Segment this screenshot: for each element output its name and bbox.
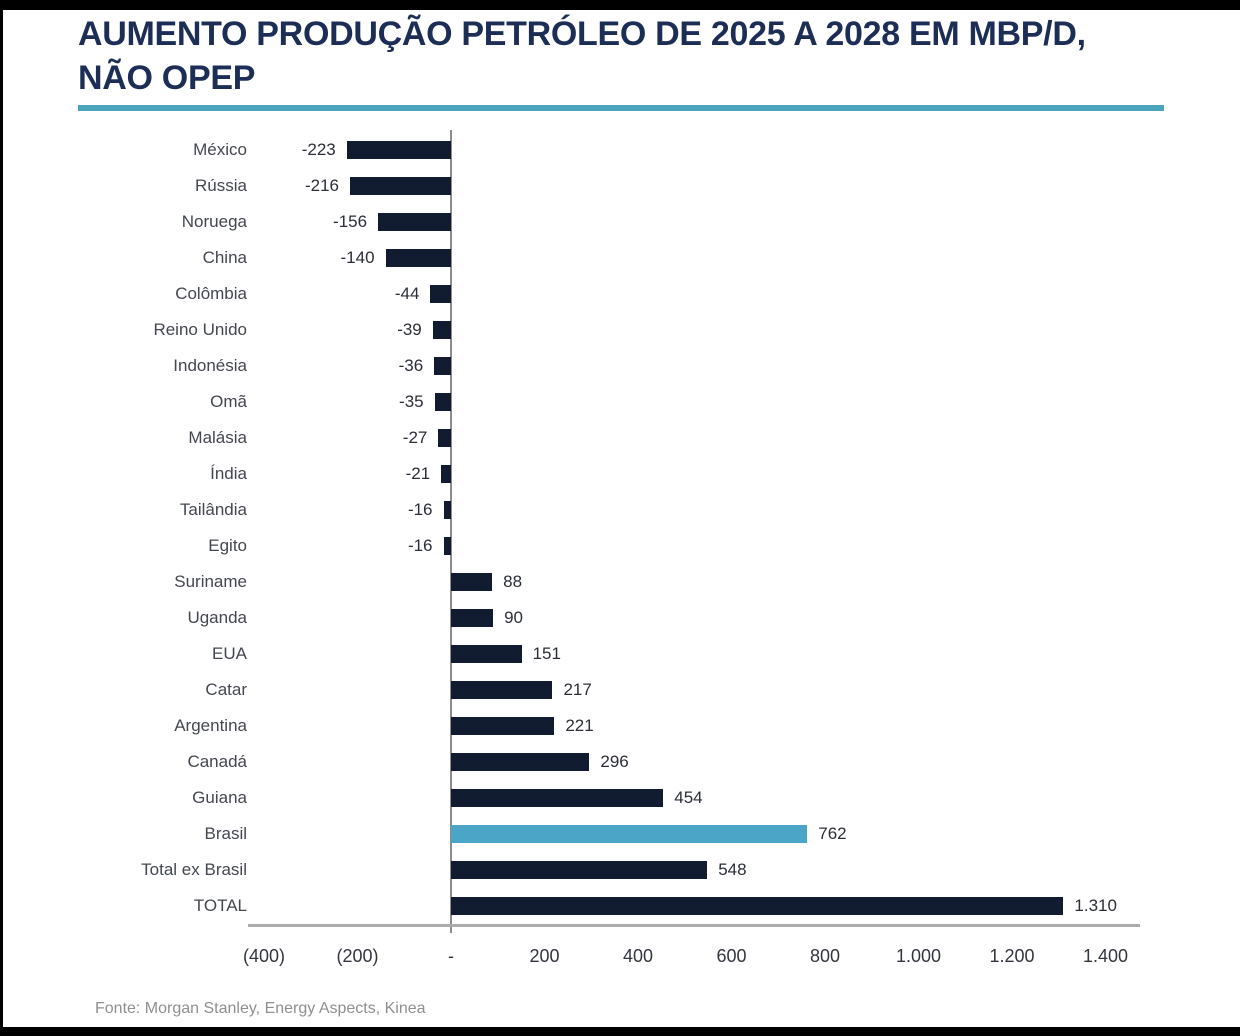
title-underline	[78, 105, 1164, 111]
category-label: Total ex Brasil	[141, 860, 247, 879]
category-label: Brasil	[204, 824, 247, 843]
top-frame-bar	[0, 0, 1240, 10]
value-label: -35	[399, 392, 424, 411]
chart-title-line-2: NÃO OPEP	[78, 59, 256, 97]
bar	[443, 501, 451, 519]
category-label: México	[193, 140, 247, 159]
value-label: 454	[674, 788, 703, 807]
category-label: Malásia	[188, 428, 247, 447]
x-tick-label: -	[448, 946, 454, 966]
value-label: 296	[600, 752, 629, 771]
bar	[438, 429, 451, 447]
value-label: 90	[504, 608, 523, 627]
bottom-frame-bar	[0, 1027, 1240, 1036]
x-tick-label: (200)	[336, 946, 379, 966]
category-label: Colômbia	[175, 284, 247, 303]
chart-title: AUMENTO PRODUÇÃO PETRÓLEO DE 2025 A 2028…	[78, 12, 1168, 100]
category-label: Noruega	[181, 212, 247, 231]
value-label: 762	[818, 824, 847, 843]
category-label: China	[202, 248, 247, 267]
bar	[451, 861, 708, 879]
x-tick-label: 800	[809, 946, 841, 966]
value-label: 88	[503, 572, 523, 591]
bar	[451, 753, 590, 771]
bar	[434, 357, 451, 375]
category-label: Indonésia	[173, 356, 247, 375]
bar	[451, 573, 493, 591]
left-frame-bar	[0, 0, 3, 1036]
category-label: EUA	[212, 644, 247, 663]
x-axis-line	[248, 924, 1140, 927]
chart-title-line-1: AUMENTO PRODUÇÃO PETRÓLEO DE 2025 A 2028…	[78, 15, 1086, 53]
value-label: -21	[405, 464, 431, 483]
bar	[451, 717, 555, 735]
category-label: Catar	[205, 680, 247, 699]
bar	[451, 609, 494, 627]
category-label: Índia	[210, 464, 247, 483]
bar	[378, 213, 451, 231]
bar	[441, 465, 451, 483]
value-label: 221	[565, 716, 594, 735]
bar	[430, 285, 451, 303]
bar	[451, 645, 522, 663]
category-label: Canadá	[187, 752, 247, 771]
bar	[385, 249, 451, 267]
value-label: -216	[304, 176, 340, 195]
value-label: 1.310	[1074, 896, 1117, 915]
value-label: -16	[407, 536, 433, 555]
x-tick-label: (400)	[242, 946, 286, 966]
category-label: Guiana	[192, 788, 247, 807]
bar	[451, 681, 553, 699]
value-label: -39	[397, 320, 422, 339]
value-label: -223	[301, 140, 336, 159]
x-tick-label: 1.400	[1082, 946, 1129, 966]
category-label: Reino Unido	[153, 320, 247, 339]
value-label: -16	[407, 500, 433, 519]
category-label: Omã	[210, 392, 247, 411]
category-label: Tailândia	[179, 500, 247, 519]
bar	[434, 393, 451, 411]
bar	[346, 141, 451, 159]
value-label: -27	[402, 428, 428, 447]
source-note: Fonte: Morgan Stanley, Energy Aspects, K…	[95, 1000, 426, 1017]
x-tick-label: 1.200	[989, 946, 1035, 966]
category-label: Rússia	[195, 176, 247, 195]
category-label: Argentina	[174, 716, 247, 735]
category-label: Uganda	[187, 608, 247, 627]
bar	[451, 897, 1064, 915]
value-label: -156	[333, 212, 368, 231]
bar	[451, 789, 664, 807]
bar	[432, 321, 451, 339]
x-tick-label: 400	[622, 946, 654, 966]
value-label: 217	[563, 680, 592, 699]
bar	[443, 537, 451, 555]
bar-highlight	[451, 825, 808, 843]
value-label: -140	[340, 248, 375, 267]
category-label: Suriname	[174, 572, 247, 591]
bar	[350, 177, 451, 195]
category-label: TOTAL	[193, 896, 247, 915]
x-tick-label: 600	[716, 946, 747, 966]
value-label: -36	[398, 356, 424, 375]
zero-axis-line	[450, 130, 452, 933]
value-label: 548	[718, 860, 747, 879]
x-tick-label: 200	[529, 946, 560, 966]
x-tick-label: 1.000	[895, 946, 942, 966]
category-label: Egito	[208, 536, 247, 555]
value-label: 151	[532, 644, 561, 663]
value-label: -44	[394, 284, 420, 303]
